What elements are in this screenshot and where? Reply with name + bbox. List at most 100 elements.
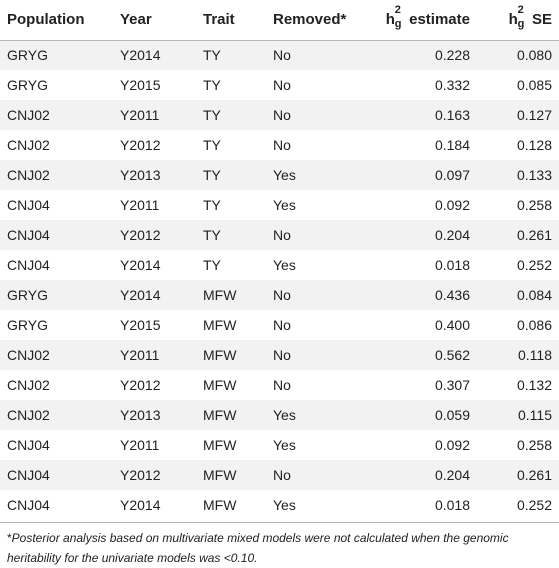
cell-se: 0.261 xyxy=(516,467,552,483)
cell-population: GRYG xyxy=(7,47,48,64)
table-row: CNJ02 Y2011 MFW No 0.562 0.118 xyxy=(0,340,559,370)
cell-population: CNJ02 xyxy=(7,107,50,123)
table-row: CNJ02 Y2011 TY No 0.163 0.127 xyxy=(0,100,559,130)
cell-estimate: 0.092 xyxy=(434,437,470,453)
cell-removed: No xyxy=(273,467,291,483)
cell-population: GRYG xyxy=(7,77,48,93)
table-row: CNJ02 Y2012 MFW No 0.307 0.132 xyxy=(0,370,559,400)
cell-se: 0.258 xyxy=(516,197,552,213)
cell-year: Y2011 xyxy=(120,437,160,453)
cell-removed: Yes xyxy=(273,257,296,273)
cell-removed: No xyxy=(273,137,291,153)
cell-estimate: 0.097 xyxy=(434,167,470,183)
cell-population: CNJ02 xyxy=(7,167,50,183)
cell-year: Y2014 xyxy=(120,287,161,303)
se-label: SE xyxy=(531,11,552,29)
cell-estimate: 0.163 xyxy=(434,107,470,123)
table-row: GRYG Y2014 MFW No 0.436 0.084 xyxy=(0,280,559,310)
header-year: Year xyxy=(113,0,196,41)
cell-se: 0.080 xyxy=(516,47,552,64)
cell-year: Y2014 xyxy=(120,497,161,513)
cell-removed: Yes xyxy=(273,167,296,183)
table-row: CNJ02 Y2013 MFW Yes 0.059 0.115 xyxy=(0,400,559,430)
footer-rule xyxy=(0,522,559,523)
cell-population: CNJ02 xyxy=(7,407,50,423)
cell-year: Y2013 xyxy=(120,167,161,183)
table-row: CNJ04 Y2014 TY Yes 0.018 0.252 xyxy=(0,250,559,280)
table-row: GRYG Y2015 MFW No 0.400 0.086 xyxy=(0,310,559,340)
table-row: CNJ02 Y2013 TY Yes 0.097 0.133 xyxy=(0,160,559,190)
header-removed: Removed* xyxy=(266,0,366,41)
header-trait: Trait xyxy=(196,0,266,41)
cell-year: Y2011 xyxy=(120,197,160,213)
table-row: CNJ02 Y2012 TY No 0.184 0.128 xyxy=(0,130,559,160)
cell-year: Y2012 xyxy=(120,227,161,243)
table-body: GRYG Y2014 TY No 0.228 0.080 GRYG Y2015 TY No 0.33… xyxy=(0,40,559,520)
table-row: CNJ04 Y2012 TY No 0.204 0.261 xyxy=(0,220,559,250)
cell-estimate: 0.059 xyxy=(434,407,470,423)
cell-trait: TY xyxy=(203,167,221,183)
table-row: CNJ04 Y2011 TY Yes 0.092 0.258 xyxy=(0,190,559,220)
cell-removed: No xyxy=(273,107,291,123)
table-row: GRYG Y2015 TY No 0.332 0.085 xyxy=(0,70,559,100)
cell-population: CNJ04 xyxy=(7,227,50,243)
cell-population: CNJ04 xyxy=(7,497,50,513)
cell-se: 0.115 xyxy=(518,407,552,423)
table-row: CNJ04 Y2011 MFW Yes 0.092 0.258 xyxy=(0,430,559,460)
superscript-2: 2 xyxy=(394,4,401,17)
cell-estimate: 0.184 xyxy=(434,137,470,153)
cell-se: 0.261 xyxy=(516,227,552,243)
cell-year: Y2015 xyxy=(120,317,161,333)
cell-population: CNJ04 xyxy=(7,467,50,483)
header-population: Population xyxy=(0,0,113,41)
cell-population: CNJ04 xyxy=(7,437,50,453)
cell-removed: Yes xyxy=(273,437,296,453)
cell-trait: MFW xyxy=(203,377,237,393)
h-letter: h xyxy=(508,11,518,29)
cell-trait: TY xyxy=(203,257,221,273)
cell-estimate: 0.204 xyxy=(434,227,470,243)
cell-year: Y2012 xyxy=(120,467,161,483)
estimate-label: estimate xyxy=(409,11,470,29)
cell-trait: TY xyxy=(203,227,221,243)
cell-removed: No xyxy=(273,47,291,64)
cell-removed: No xyxy=(273,227,291,243)
footnote-text: Posterior analysis based on multivariate… xyxy=(7,531,509,565)
superscript-2: 2 xyxy=(517,4,524,17)
cell-year: Y2013 xyxy=(120,407,161,423)
cell-year: Y2011 xyxy=(120,347,160,363)
table-row: CNJ04 Y2012 MFW No 0.204 0.261 xyxy=(0,460,559,490)
cell-estimate: 0.018 xyxy=(434,257,470,273)
cell-trait: TY xyxy=(203,137,221,153)
cell-year: Y2014 xyxy=(120,47,161,64)
cell-population: CNJ02 xyxy=(7,347,50,363)
cell-estimate: 0.332 xyxy=(434,77,470,93)
cell-removed: No xyxy=(273,317,291,333)
cell-removed: Yes xyxy=(273,407,296,423)
cell-population: GRYG xyxy=(7,287,48,303)
cell-estimate: 0.436 xyxy=(434,287,470,303)
cell-se: 0.258 xyxy=(516,437,552,453)
cell-se: 0.132 xyxy=(516,377,552,393)
footnote: *Posterior analysis based on multivariat… xyxy=(7,528,552,568)
cell-population: CNJ04 xyxy=(7,257,50,273)
cell-removed: No xyxy=(273,77,291,93)
cell-year: Y2012 xyxy=(120,377,161,393)
cell-year: Y2011 xyxy=(120,107,160,123)
cell-trait: MFW xyxy=(203,437,237,453)
cell-estimate: 0.400 xyxy=(434,317,470,333)
cell-trait: TY xyxy=(203,107,221,123)
cell-population: GRYG xyxy=(7,317,48,333)
cell-year: Y2012 xyxy=(120,137,161,153)
cell-estimate: 0.018 xyxy=(434,497,470,513)
cell-estimate: 0.092 xyxy=(434,197,470,213)
cell-estimate: 0.307 xyxy=(434,377,470,393)
subscript-g: g xyxy=(394,18,402,31)
cell-year: Y2015 xyxy=(120,77,161,93)
subscript-g: g xyxy=(517,18,525,31)
